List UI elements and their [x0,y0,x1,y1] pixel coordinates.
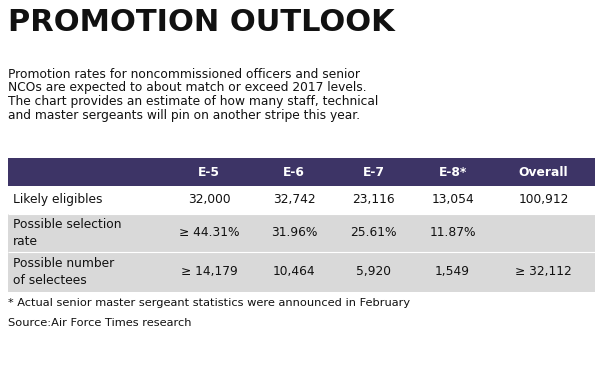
Text: E-7: E-7 [362,165,385,178]
Text: Source:​Air Force Times research: Source:​Air Force Times research [8,318,191,328]
Text: and master sergeants will pin on another stripe this year.: and master sergeants will pin on another… [8,108,360,121]
Bar [8,186,595,214]
Text: Possible selection
rate: Possible selection rate [13,218,121,248]
Bar [8,252,595,292]
Text: Likely eligibles: Likely eligibles [13,193,103,206]
Text: ≥ 44.31%: ≥ 44.31% [179,226,239,239]
Text: PROMOTION OUTLOOK: PROMOTION OUTLOOK [8,8,395,37]
Text: Overall: Overall [519,165,568,178]
Text: 23,116: 23,116 [352,193,395,206]
Text: ≥ 32,112: ≥ 32,112 [515,265,572,278]
Text: E-5: E-5 [198,165,220,178]
Text: Possible number
of selectees: Possible number of selectees [13,257,114,287]
Text: The chart provides an estimate of how many staff, technical: The chart provides an estimate of how ma… [8,95,378,108]
Text: 1,549: 1,549 [435,265,470,278]
Text: 11.87%: 11.87% [430,226,476,239]
Bar [8,158,595,186]
Bar [8,214,595,252]
Text: * Actual senior master sergeant statistics were announced in February: * Actual senior master sergeant statisti… [8,298,410,308]
Text: 100,912: 100,912 [518,193,569,206]
Text: 13,054: 13,054 [431,193,474,206]
Text: 32,000: 32,000 [188,193,230,206]
Text: Promotion rates for noncommissioned officers and senior: Promotion rates for noncommissioned offi… [8,68,360,81]
Text: 25.61%: 25.61% [350,226,397,239]
Text: NCOs are expected to about match or exceed 2017 levels.: NCOs are expected to about match or exce… [8,82,367,95]
Text: 10,464: 10,464 [273,265,316,278]
Text: E-6: E-6 [283,165,305,178]
Text: 31.96%: 31.96% [271,226,317,239]
Text: E-8*: E-8* [439,165,467,178]
Text: ≥ 14,179: ≥ 14,179 [181,265,238,278]
Text: 5,920: 5,920 [356,265,391,278]
Text: 32,742: 32,742 [273,193,316,206]
